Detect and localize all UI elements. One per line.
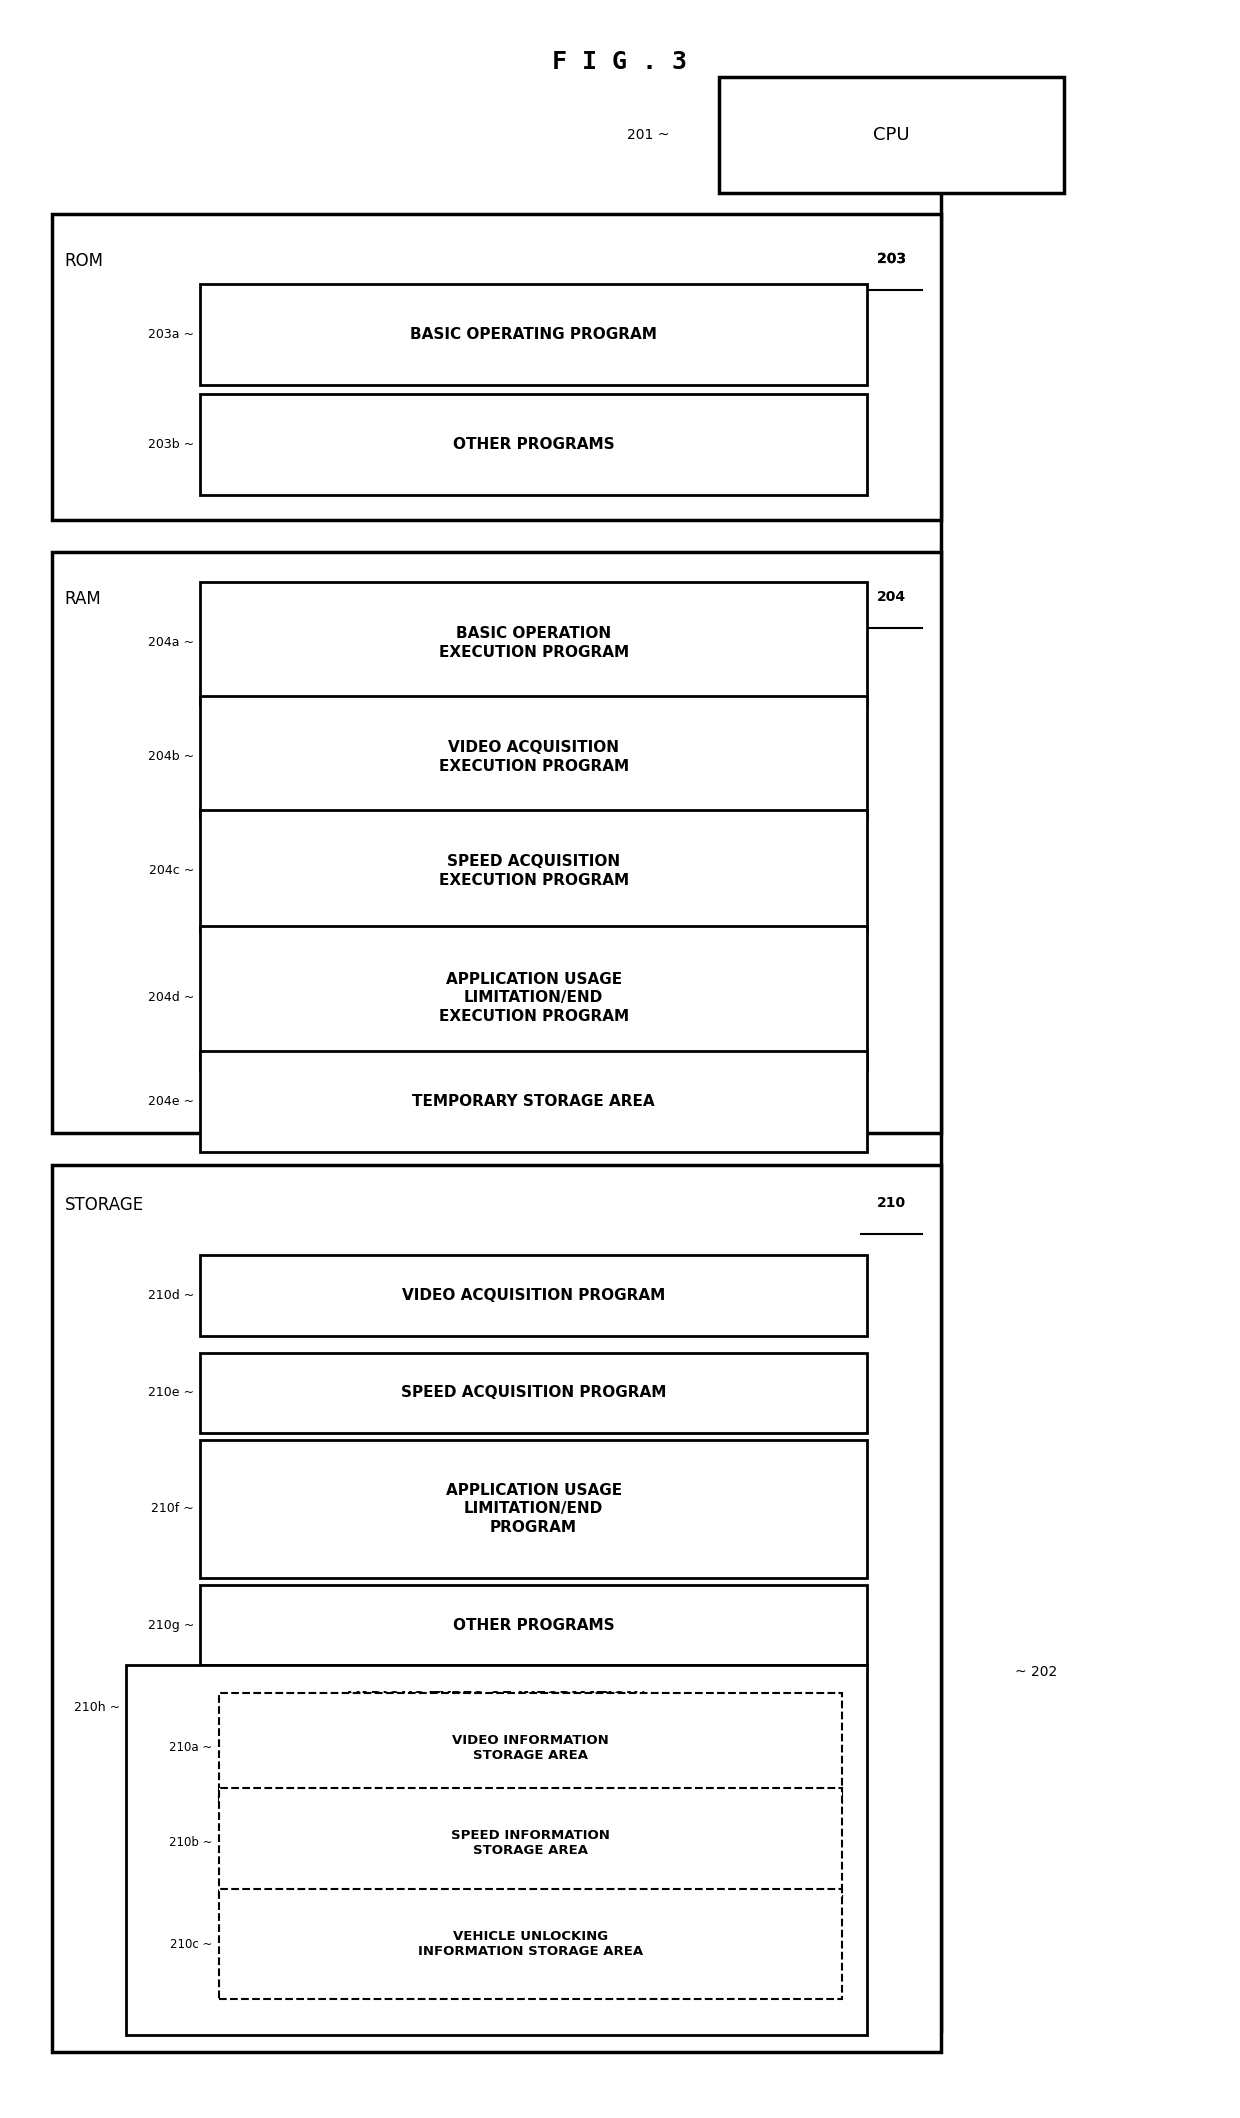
Text: 210b ~: 210b ~ [169, 1836, 212, 1849]
Text: TEMPORARY STORAGE AREA: TEMPORARY STORAGE AREA [412, 1093, 655, 1108]
Text: VEHICLE UNLOCKING
INFORMATION STORAGE AREA: VEHICLE UNLOCKING INFORMATION STORAGE AR… [418, 1929, 644, 1959]
FancyBboxPatch shape [218, 1692, 842, 1802]
Text: SPEED ACQUISITION PROGRAM: SPEED ACQUISITION PROGRAM [401, 1385, 666, 1400]
FancyBboxPatch shape [52, 214, 941, 521]
Text: RAM: RAM [64, 591, 102, 608]
Text: 204d ~: 204d ~ [148, 991, 195, 1004]
Text: ROM: ROM [64, 252, 103, 271]
FancyBboxPatch shape [52, 553, 941, 1133]
Text: F I G . 3: F I G . 3 [553, 51, 687, 74]
FancyBboxPatch shape [201, 809, 867, 932]
Text: 203a ~: 203a ~ [148, 328, 195, 341]
Text: 210f ~: 210f ~ [151, 1502, 195, 1516]
Text: CPU: CPU [873, 125, 910, 144]
FancyBboxPatch shape [201, 1584, 867, 1665]
Text: 204: 204 [877, 591, 906, 604]
FancyBboxPatch shape [201, 284, 867, 385]
Text: BASIC OPERATION
EXECUTION PROGRAM: BASIC OPERATION EXECUTION PROGRAM [439, 627, 629, 659]
Text: STORAGE: STORAGE [64, 1197, 144, 1214]
Text: 210a ~: 210a ~ [170, 1741, 212, 1754]
Text: VIDEO ACQUISITION
EXECUTION PROGRAM: VIDEO ACQUISITION EXECUTION PROGRAM [439, 739, 629, 773]
Text: 210c ~: 210c ~ [170, 1938, 212, 1951]
FancyBboxPatch shape [52, 1165, 941, 2052]
Text: 203b ~: 203b ~ [148, 438, 195, 451]
FancyBboxPatch shape [126, 1665, 867, 2035]
Text: 210g ~: 210g ~ [148, 1618, 195, 1631]
FancyBboxPatch shape [201, 1440, 867, 1578]
FancyBboxPatch shape [201, 926, 867, 1070]
Text: SPEED ACQUISITION
EXECUTION PROGRAM: SPEED ACQUISITION EXECUTION PROGRAM [439, 854, 629, 887]
Text: 210d ~: 210d ~ [148, 1290, 195, 1303]
Text: VARIOUS TYPES OF INFORMATION/
DATA STORAGE AREA: VARIOUS TYPES OF INFORMATION/ DATA STORA… [348, 1690, 645, 1724]
Text: BASIC OPERATING PROGRAM: BASIC OPERATING PROGRAM [410, 326, 657, 341]
Text: 204c ~: 204c ~ [149, 864, 195, 877]
FancyBboxPatch shape [201, 1256, 867, 1336]
FancyBboxPatch shape [218, 1889, 842, 1999]
Text: 204b ~: 204b ~ [148, 750, 195, 762]
FancyBboxPatch shape [201, 695, 867, 818]
Text: 203: 203 [877, 252, 906, 267]
FancyBboxPatch shape [201, 582, 867, 703]
FancyBboxPatch shape [218, 1788, 842, 1898]
Text: VIDEO ACQUISITION PROGRAM: VIDEO ACQUISITION PROGRAM [402, 1288, 665, 1303]
Text: SPEED INFORMATION
STORAGE AREA: SPEED INFORMATION STORAGE AREA [451, 1828, 610, 1857]
Text: OTHER PROGRAMS: OTHER PROGRAMS [453, 436, 614, 451]
Text: 210: 210 [877, 1197, 906, 1209]
FancyBboxPatch shape [201, 394, 867, 496]
Text: 204a ~: 204a ~ [148, 635, 195, 650]
FancyBboxPatch shape [719, 76, 1064, 193]
Text: 201 ~: 201 ~ [627, 127, 670, 142]
FancyBboxPatch shape [201, 1353, 867, 1434]
Text: APPLICATION USAGE
LIMITATION/END
PROGRAM: APPLICATION USAGE LIMITATION/END PROGRAM [445, 1483, 621, 1536]
Text: 210h ~: 210h ~ [74, 1701, 120, 1713]
Text: 204e ~: 204e ~ [148, 1095, 195, 1108]
FancyBboxPatch shape [201, 1051, 867, 1152]
Text: VIDEO INFORMATION
STORAGE AREA: VIDEO INFORMATION STORAGE AREA [453, 1735, 609, 1762]
Text: OTHER PROGRAMS: OTHER PROGRAMS [453, 1618, 614, 1633]
Text: ~ 202: ~ 202 [1016, 1665, 1058, 1680]
Text: 210e ~: 210e ~ [148, 1387, 195, 1400]
Text: APPLICATION USAGE
LIMITATION/END
EXECUTION PROGRAM: APPLICATION USAGE LIMITATION/END EXECUTI… [439, 972, 629, 1023]
